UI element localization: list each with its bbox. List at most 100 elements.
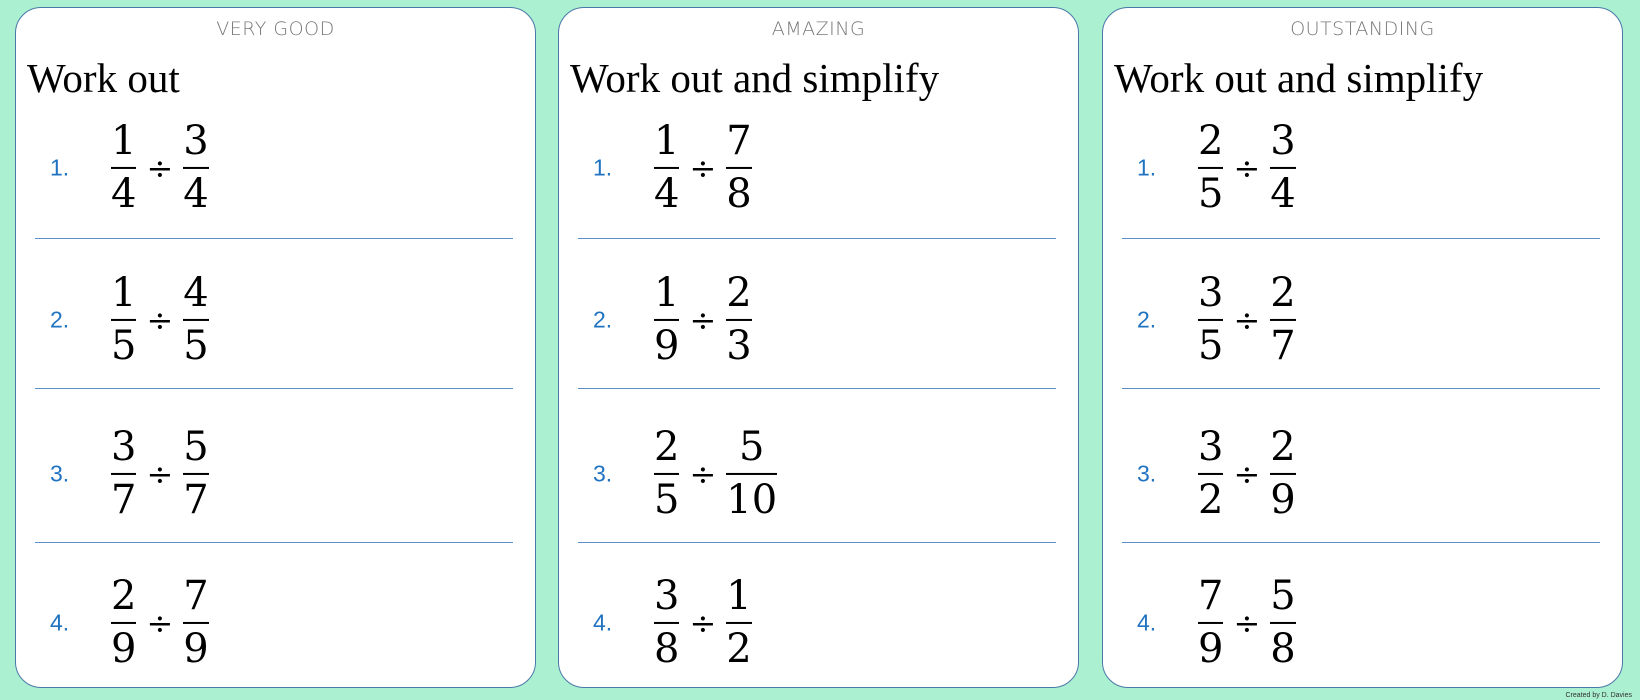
numerator: 2 [111, 572, 137, 619]
numerator: 1 [654, 269, 680, 316]
fraction-bar [654, 318, 680, 322]
denominator: 2 [1198, 477, 1224, 524]
divide-sign: ÷ [146, 455, 174, 493]
fraction-bar [111, 472, 137, 476]
numerator: 3 [1270, 117, 1296, 164]
denominator: 4 [1270, 171, 1296, 218]
numerator: 3 [1198, 423, 1224, 470]
numerator: 7 [1198, 572, 1224, 619]
denominator: 5 [1198, 171, 1224, 218]
denominator: 5 [183, 323, 209, 370]
fraction-bar [1198, 318, 1224, 322]
level-title: VERY GOOD [216, 18, 335, 40]
denominator: 4 [183, 171, 209, 218]
divider [578, 388, 1056, 389]
divide-sign: ÷ [1233, 149, 1261, 187]
divide-sign: ÷ [689, 604, 717, 642]
fraction-bar [726, 318, 752, 322]
divider [1122, 542, 1600, 543]
instruction: Work out and simplify [570, 55, 940, 101]
fraction-bar [111, 166, 137, 170]
question-number: 1. [593, 154, 613, 181]
divider [35, 238, 513, 239]
instruction: Work out and simplify [1114, 55, 1484, 101]
denominator: 9 [1270, 477, 1296, 524]
question-number: 3. [593, 460, 613, 487]
numerator: 2 [1270, 423, 1296, 470]
level-title: OUTSTANDING [1290, 18, 1435, 40]
numerator: 1 [111, 117, 137, 164]
denominator: 9 [1198, 626, 1224, 673]
question-number: 2. [50, 306, 70, 333]
divide-sign: ÷ [146, 149, 174, 187]
denominator: 3 [726, 323, 752, 370]
numerator: 7 [183, 572, 209, 619]
numerator: 5 [1270, 572, 1296, 619]
question-number: 4. [593, 609, 613, 636]
denominator: 2 [726, 626, 752, 673]
credit: Created by D. Davies [1565, 692, 1632, 699]
question-number: 2. [593, 306, 613, 333]
numerator: 1 [111, 269, 137, 316]
denominator: 7 [1270, 323, 1296, 370]
fraction-bar [183, 166, 209, 170]
fraction-bar [183, 318, 209, 322]
denominator: 5 [654, 477, 680, 524]
question-number: 3. [50, 460, 70, 487]
denominator: 5 [111, 323, 137, 370]
divide-sign: ÷ [146, 301, 174, 339]
numerator: 2 [1198, 117, 1224, 164]
numerator: 2 [1270, 269, 1296, 316]
denominator: 8 [1270, 626, 1296, 673]
numerator: 3 [111, 423, 137, 470]
fraction-bar [654, 166, 680, 170]
denominator: 10 [726, 477, 778, 524]
divider [578, 542, 1056, 543]
numerator: 1 [654, 117, 680, 164]
denominator: 4 [654, 171, 680, 218]
numerator: 2 [726, 269, 752, 316]
divider [35, 388, 513, 389]
divide-sign: ÷ [689, 455, 717, 493]
divide-sign: ÷ [1233, 301, 1261, 339]
fraction-bar [183, 621, 209, 625]
numerator: 5 [738, 423, 765, 470]
fraction-bar [111, 621, 137, 625]
divide-sign: ÷ [689, 149, 717, 187]
fraction-bar [1198, 472, 1224, 476]
fraction: 5 10 [726, 423, 778, 524]
numerator: 2 [654, 423, 680, 470]
denominator: 7 [111, 477, 137, 524]
fraction-bar [111, 318, 137, 322]
divide-sign: ÷ [689, 301, 717, 339]
